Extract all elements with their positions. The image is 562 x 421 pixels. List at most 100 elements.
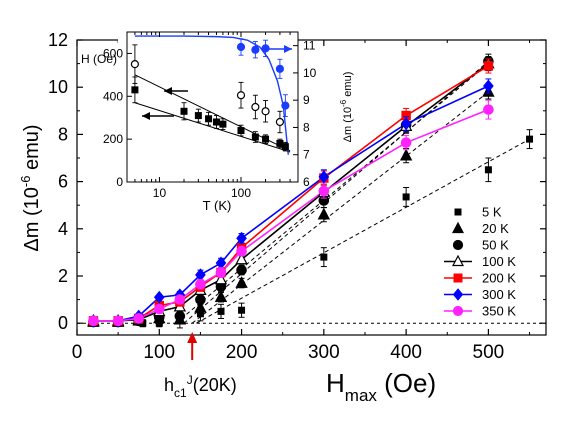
data-point — [236, 231, 247, 245]
inset-data-point — [180, 107, 188, 115]
x-axis-label: Hmax (Oe) — [326, 368, 436, 405]
inset-data-point — [275, 64, 285, 73]
data-point — [174, 310, 186, 322]
x-tick-label: 500 — [473, 342, 505, 363]
data-point — [526, 135, 534, 143]
x-tick-label: 0 — [72, 342, 83, 363]
x-tick-label: 400 — [390, 342, 422, 363]
inset-plot-frame — [126, 31, 299, 183]
main-plot-frame — [76, 39, 547, 336]
data-point — [483, 79, 494, 93]
y-tick-label: 12 — [48, 30, 68, 50]
data-point — [88, 315, 99, 327]
data-point — [318, 185, 330, 197]
legend-label: 5 K — [482, 205, 502, 220]
data-point — [320, 253, 328, 261]
data-point — [133, 313, 145, 324]
inset-y-left-tick-label: 0 — [116, 175, 123, 189]
data-point — [112, 315, 124, 327]
y-axis-label: Δm (10-6 emu) — [18, 124, 43, 251]
inset-y-right-tick-label: 7 — [303, 148, 310, 162]
inset-data-point — [275, 117, 285, 127]
x-tick-label: 200 — [226, 342, 258, 363]
legend-marker — [454, 208, 462, 216]
x-tick-label: 300 — [308, 342, 340, 363]
data-point — [235, 276, 248, 288]
inset-axis-arrows — [142, 45, 292, 120]
legend-marker — [452, 254, 464, 267]
inset-left-axis-arrow — [142, 112, 174, 120]
data-point — [214, 290, 228, 303]
data-point — [400, 117, 412, 131]
inset-dm-curve — [134, 35, 289, 155]
data-point — [236, 245, 247, 257]
legend-marker — [452, 221, 464, 234]
data-point — [217, 307, 225, 315]
inset-data-point — [236, 42, 246, 52]
y-tick-label: 4 — [58, 219, 68, 239]
data-point — [235, 252, 248, 265]
linear-fit-line — [183, 60, 489, 324]
inset-data-point — [251, 45, 260, 54]
legend-marker — [453, 273, 463, 283]
legend-marker — [452, 288, 464, 301]
inset-data-point — [281, 101, 290, 110]
data-point — [317, 207, 331, 220]
legend-marker — [452, 239, 464, 251]
inset-data-point — [212, 118, 220, 126]
legend-label: 100 K — [482, 254, 516, 269]
legend-label: 200 K — [482, 271, 516, 286]
y-tick-label: 0 — [58, 313, 68, 333]
inset-x-label: T (K) — [203, 198, 232, 213]
hc1-arrow-head — [187, 332, 198, 343]
legend-label: 300 K — [482, 287, 516, 302]
data-point — [483, 61, 494, 71]
inset-y-left-tick-label: 200 — [103, 132, 123, 146]
data-point — [215, 267, 227, 278]
linear-fit-line — [196, 138, 530, 324]
data-point — [194, 300, 207, 313]
inset-data-point — [251, 102, 260, 112]
y-tick-label: 6 — [58, 172, 68, 192]
legend-label: 20 K — [482, 221, 509, 236]
data-point — [400, 137, 412, 148]
hc1-annotation: hc1J(20K) — [164, 332, 237, 400]
inset-data-point — [131, 86, 139, 94]
inset-data-point — [262, 135, 270, 143]
legend-label: 50 K — [482, 238, 509, 253]
data-point — [484, 166, 492, 174]
y-tick-label: 2 — [58, 266, 68, 286]
inset-x-tick-label: 100 — [231, 186, 251, 200]
inset-data-point — [281, 143, 289, 151]
inset-data-point — [130, 60, 140, 69]
inset-right-label: Δm (10-6 emu) — [339, 72, 354, 143]
data-point — [399, 148, 413, 161]
data-point — [174, 294, 186, 305]
y-tick-label: 10 — [48, 77, 68, 97]
legend-label: 350 K — [482, 304, 516, 319]
data-point — [236, 264, 247, 276]
data-point — [483, 104, 494, 115]
data-point — [153, 290, 165, 304]
data-point — [195, 278, 206, 290]
data-point — [214, 272, 228, 285]
inset-y-left-tick-label: 400 — [103, 89, 123, 103]
data-point — [318, 170, 330, 184]
data-point — [402, 193, 410, 201]
inset-y-right-tick-label: 9 — [303, 93, 310, 107]
data-point — [195, 294, 206, 305]
inset-left-label: H (Oe) — [81, 52, 117, 66]
inset-data-point — [251, 133, 259, 141]
inset-data-point — [219, 120, 227, 128]
inset-data-point — [194, 112, 202, 120]
linear-fit-line — [175, 63, 489, 324]
inset-y-right-tick-label: 8 — [303, 120, 310, 134]
hc1-label: hc1J(20K) — [164, 373, 237, 400]
x-tick-label: 100 — [143, 342, 175, 363]
y-tick-label: 8 — [58, 124, 68, 144]
inset-x-tick-label: 10 — [153, 186, 167, 200]
inset-data-point — [236, 91, 246, 100]
data-point — [153, 303, 165, 315]
